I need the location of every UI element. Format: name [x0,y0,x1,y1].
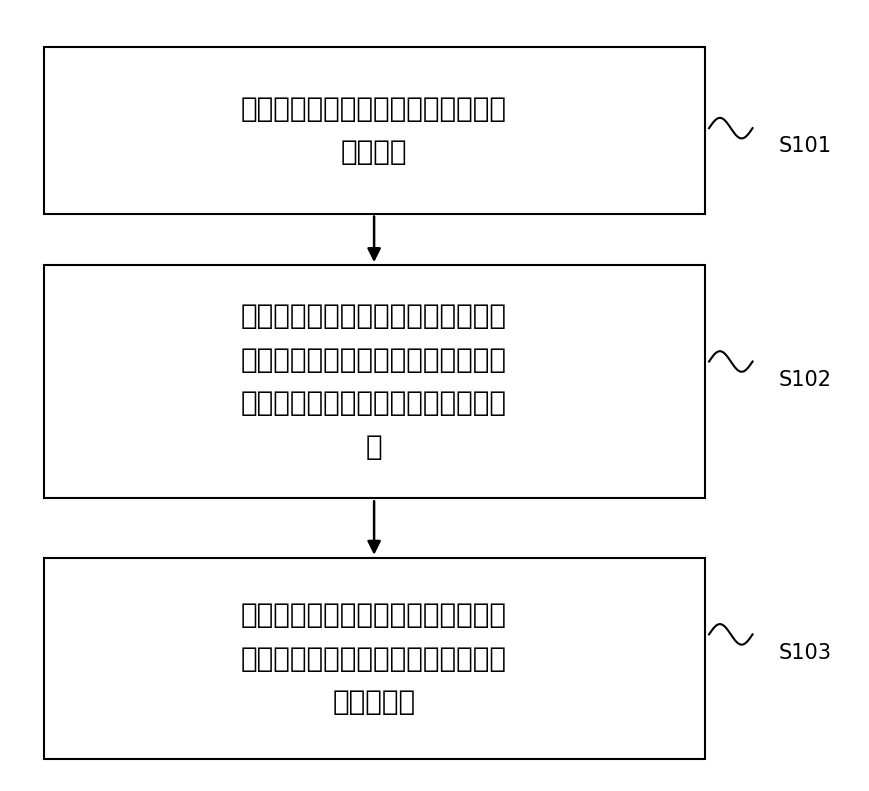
Text: 模得到选线逻辑、同期逻辑、调速逻: 模得到选线逻辑、同期逻辑、调速逻 [241,389,507,418]
Bar [43,47,704,214]
Text: 基于所述平台的宏功能，对上述三部: 基于所述平台的宏功能，对上述三部 [241,601,507,629]
Bar [43,558,704,759]
Text: S102: S102 [778,369,831,390]
Text: 构建选线器、同期模块、调速模块的: 构建选线器、同期模块、调速模块的 [241,95,507,123]
Bar [43,265,704,498]
Text: 根据选线器、同期模块、调速模块的: 根据选线器、同期模块、调速模块的 [241,302,507,331]
Text: S101: S101 [778,136,831,157]
Text: 网仿真模块: 网仿真模块 [332,688,415,716]
Text: 逻辑功能: 逻辑功能 [341,138,407,166]
Text: S103: S103 [778,642,831,663]
Text: 分逻辑进行模块封装生成所述同期并: 分逻辑进行模块封装生成所述同期并 [241,645,507,672]
Text: 逻辑功能，在所述平台上进行逻辑建: 逻辑功能，在所述平台上进行逻辑建 [241,346,507,374]
Text: 辑: 辑 [365,433,382,461]
